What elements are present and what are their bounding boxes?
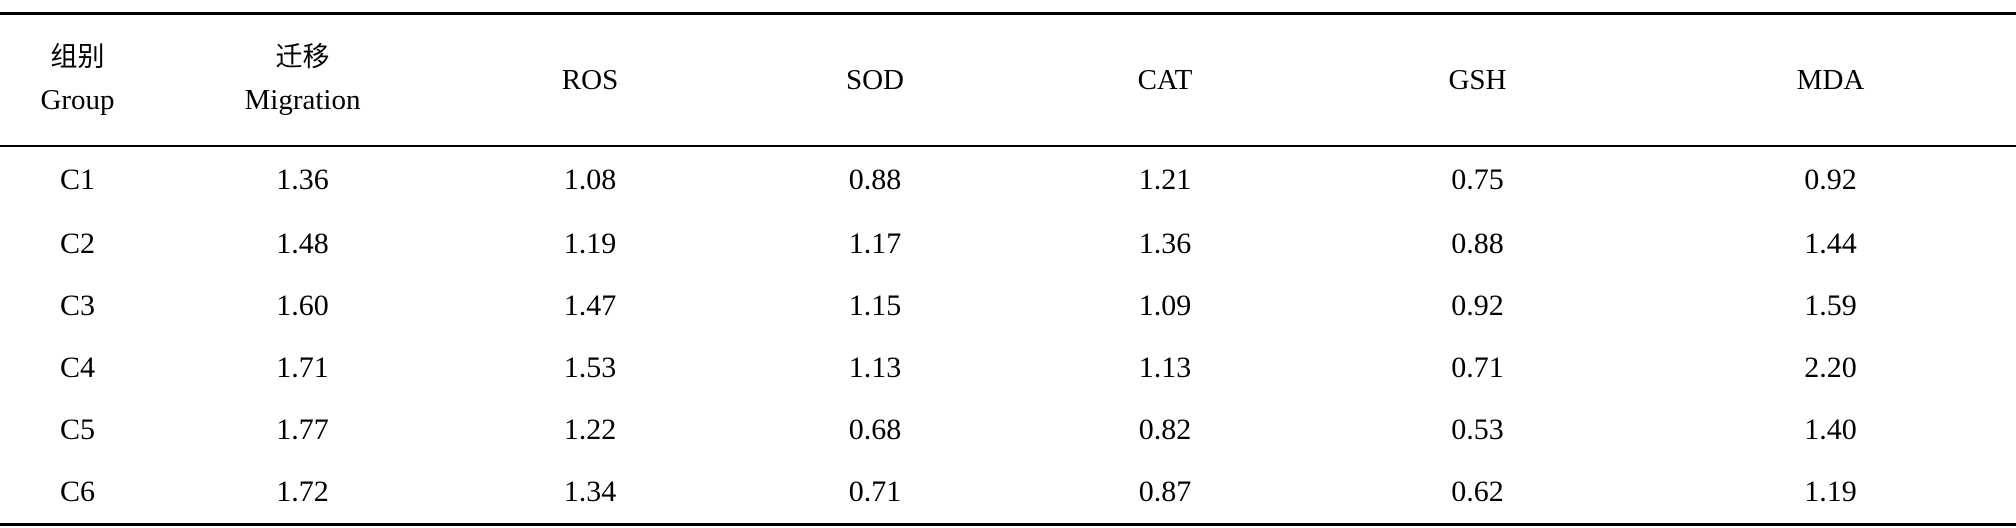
cell-gsh: 0.53: [1451, 413, 1504, 446]
header-group-zh: 组别: [50, 41, 105, 73]
header-cat: CAT: [1020, 14, 1310, 147]
cell-sod: 1.15: [848, 289, 902, 322]
cell-ros: 1.08: [563, 163, 617, 196]
table-row: C6 1.72 1.34 0.71 0.87 0.62 1.19: [0, 461, 2016, 525]
cell-cat: 1.13: [1138, 351, 1192, 384]
cell-group: C2: [59, 227, 95, 260]
table-row: C4 1.71 1.53 1.13 1.13 0.71 2.20: [0, 337, 2016, 399]
data-table-container: 组别 Group 迁移 Migration ROS SOD CAT GSH MD…: [0, 12, 2016, 526]
cell-group: C5: [59, 413, 95, 446]
header-mda-label: MDA: [1796, 63, 1865, 96]
cell-cat: 1.09: [1138, 289, 1192, 322]
cell-mda: 1.59: [1804, 289, 1857, 322]
header-sod: SOD: [730, 14, 1020, 147]
header-ros: ROS: [450, 14, 730, 147]
cell-ros: 1.34: [563, 475, 617, 508]
cell-migration: 1.71: [276, 351, 329, 384]
table-row: C2 1.48 1.19 1.17 1.36 0.88 1.44: [0, 213, 2016, 275]
header-sod-label: SOD: [845, 63, 904, 96]
cell-cat: 0.87: [1138, 475, 1192, 508]
cell-migration: 1.60: [276, 289, 329, 322]
cell-group: C4: [59, 351, 95, 384]
header-migration-en: Migration: [244, 84, 361, 117]
cell-mda: 1.19: [1804, 475, 1857, 508]
cell-migration: 1.48: [276, 227, 329, 260]
data-table: 组别 Group 迁移 Migration ROS SOD CAT GSH MD…: [0, 12, 2016, 526]
table-row: C5 1.77 1.22 0.68 0.82 0.53 1.40: [0, 399, 2016, 461]
header-group-en: Group: [40, 84, 115, 117]
cell-gsh: 0.75: [1451, 163, 1504, 196]
cell-group: C6: [59, 475, 95, 508]
header-row: 组别 Group 迁移 Migration ROS SOD CAT GSH MD…: [0, 13, 2016, 147]
header-gsh: GSH: [1310, 14, 1645, 147]
cell-gsh: 0.62: [1451, 475, 1504, 508]
cell-ros: 1.19: [563, 227, 617, 260]
cell-migration: 1.77: [276, 413, 329, 446]
cell-cat: 1.36: [1138, 227, 1192, 260]
table-row: C1 1.36 1.08 0.88 1.21 0.75 0.92: [0, 146, 2016, 213]
cell-cat: 1.21: [1138, 163, 1192, 196]
cell-mda: 2.20: [1804, 351, 1857, 384]
cell-gsh: 0.92: [1451, 289, 1504, 322]
cell-sod: 0.71: [848, 475, 902, 508]
cell-group: C3: [59, 289, 95, 322]
cell-mda: 1.40: [1804, 413, 1857, 446]
header-ros-label: ROS: [561, 63, 619, 96]
cell-gsh: 0.88: [1451, 227, 1504, 260]
cell-cat: 0.82: [1138, 413, 1192, 446]
cell-sod: 0.88: [848, 163, 902, 196]
cell-mda: 0.92: [1804, 163, 1857, 196]
header-mda: MDA: [1645, 14, 2016, 147]
table-row: C3 1.60 1.47 1.15 1.09 0.92 1.59: [0, 275, 2016, 337]
header-gsh-label: GSH: [1448, 63, 1507, 96]
header-group: 组别 Group: [0, 14, 155, 147]
header-cat-label: CAT: [1137, 63, 1193, 96]
cell-sod: 1.13: [848, 351, 902, 384]
header-migration-zh: 迁移: [275, 41, 330, 73]
cell-group: C1: [59, 163, 95, 196]
cell-migration: 1.36: [276, 163, 329, 196]
cell-ros: 1.22: [563, 413, 617, 446]
cell-gsh: 0.71: [1451, 351, 1504, 384]
header-migration: 迁移 Migration: [155, 14, 450, 147]
cell-migration: 1.72: [276, 475, 329, 508]
cell-mda: 1.44: [1804, 227, 1857, 260]
cell-ros: 1.47: [563, 289, 617, 322]
cell-sod: 1.17: [848, 227, 902, 260]
cell-sod: 0.68: [848, 413, 902, 446]
cell-ros: 1.53: [563, 351, 617, 384]
